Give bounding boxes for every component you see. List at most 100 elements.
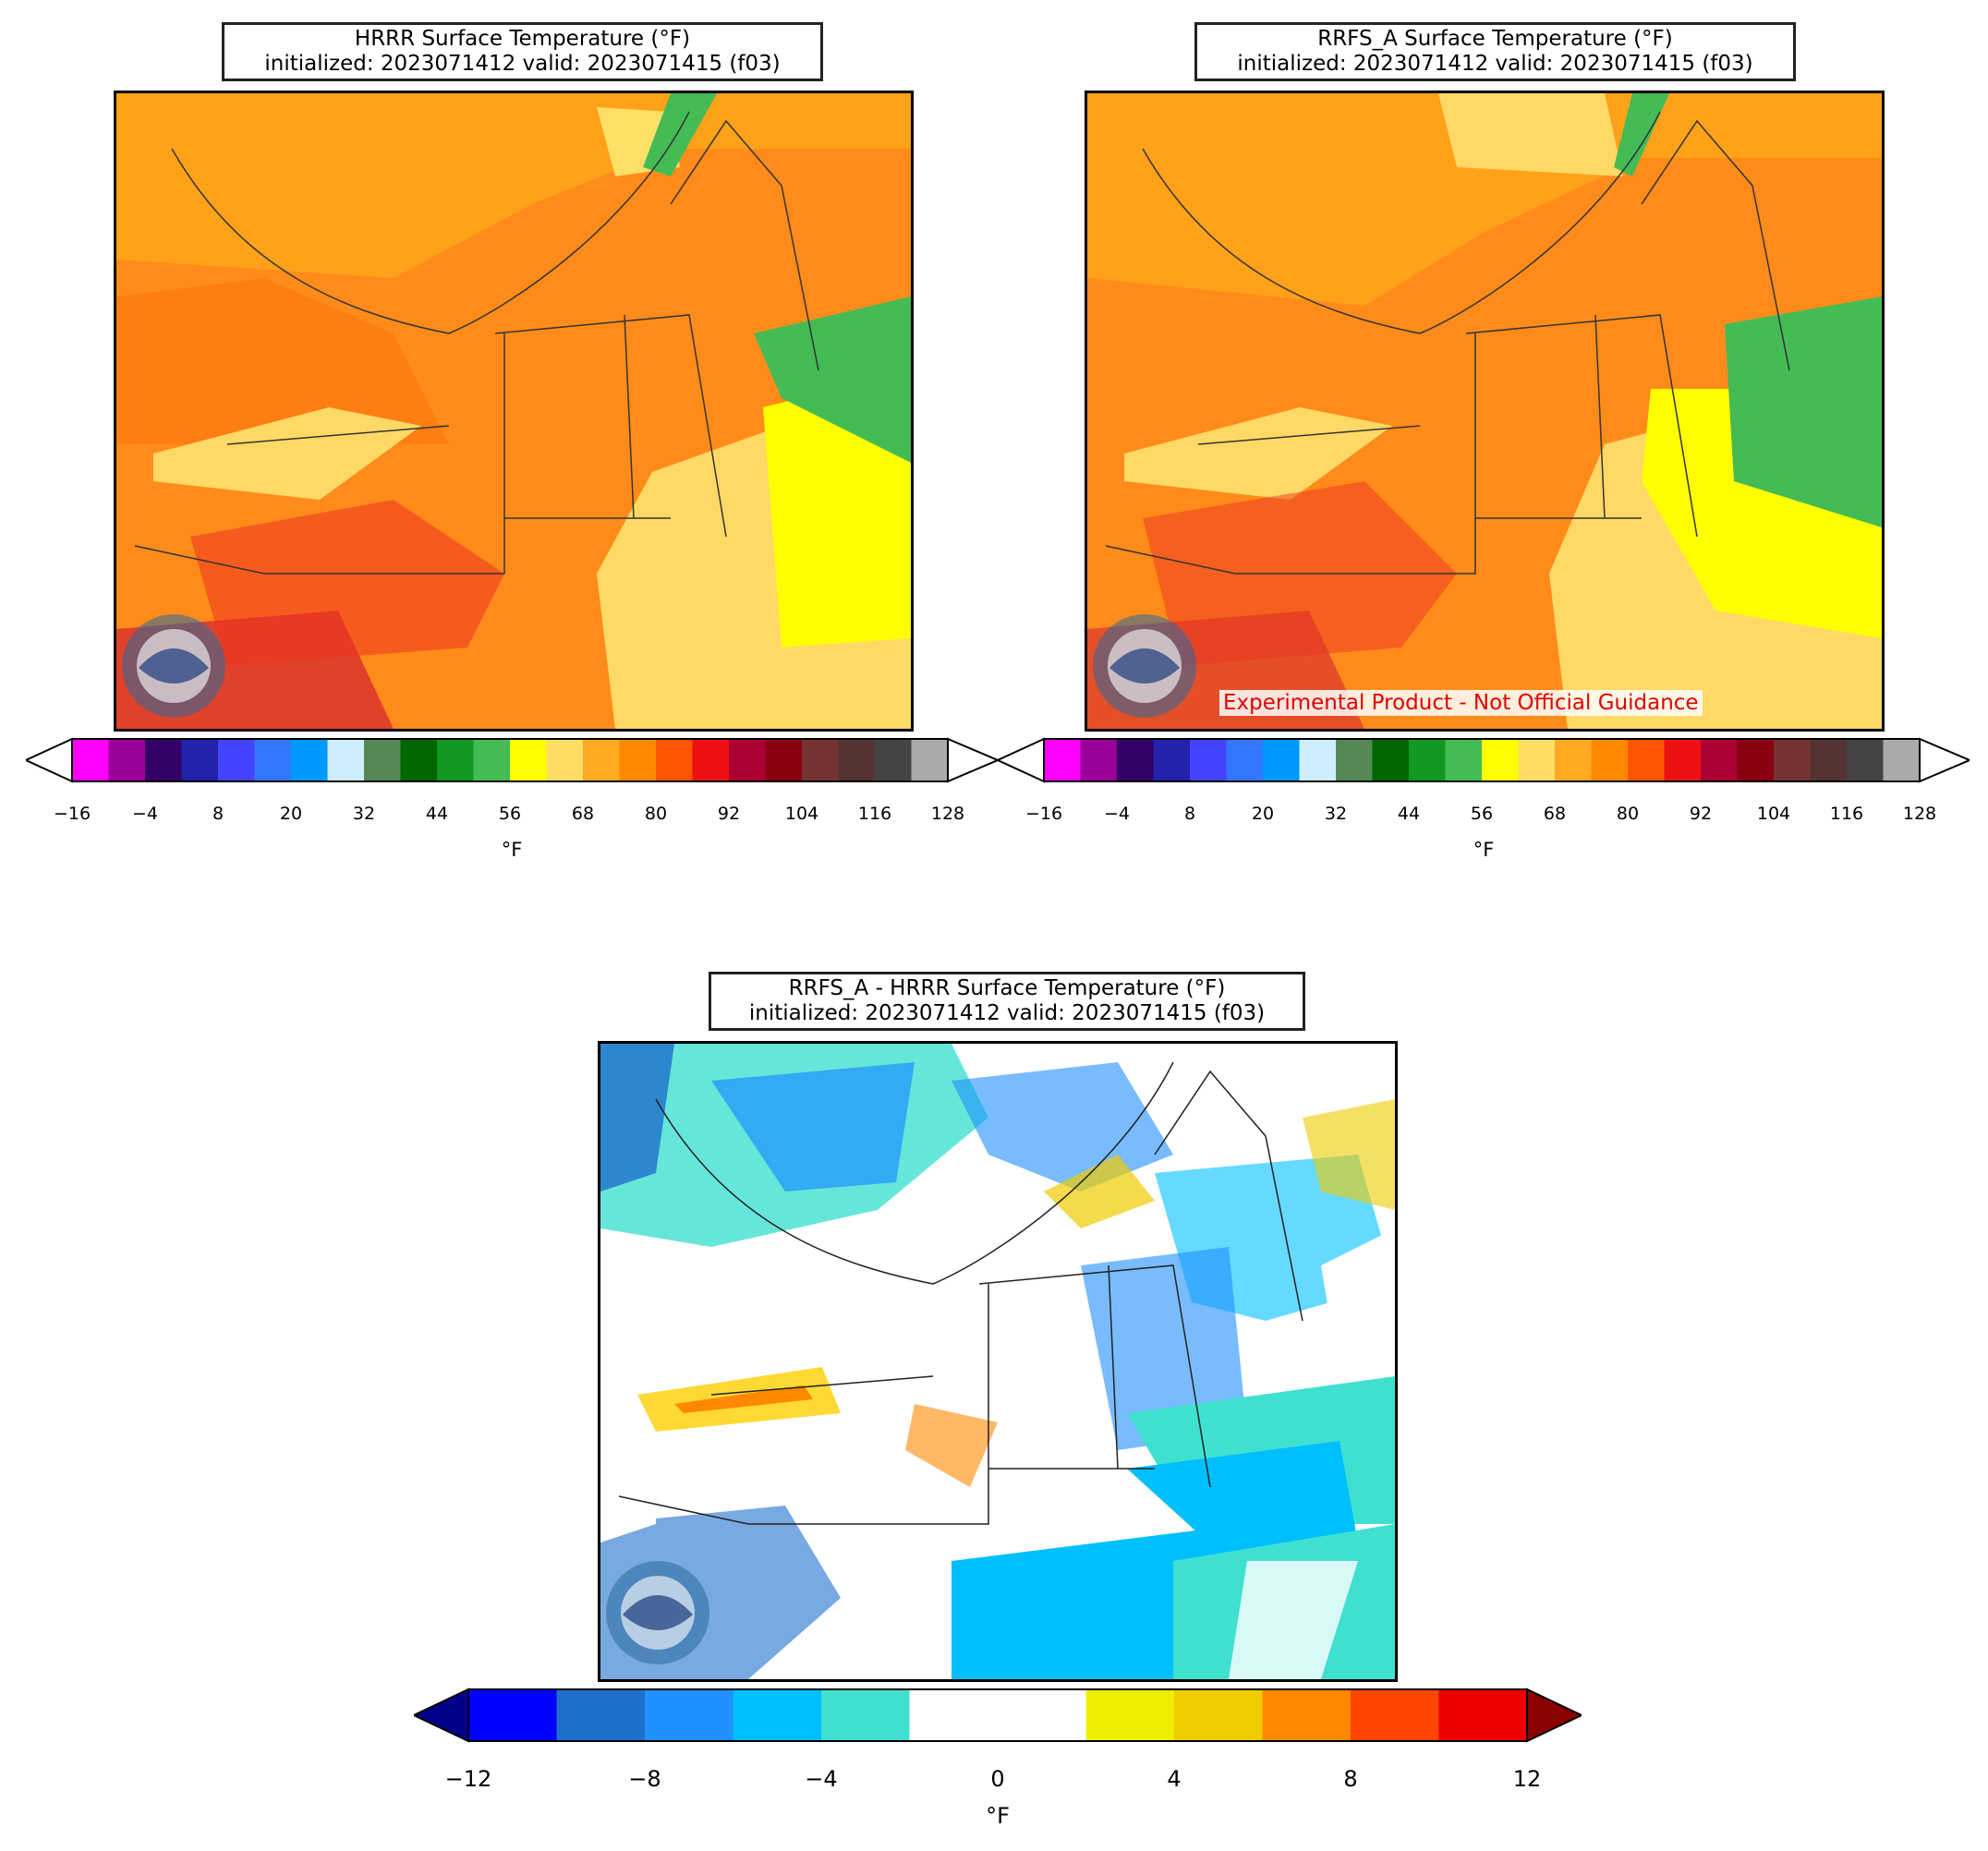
rrfs-title-line1: RRFS_A Surface Temperature (°F) xyxy=(1317,27,1673,51)
colorbar-swatch xyxy=(1438,1689,1528,1741)
colorbar-swatch xyxy=(1409,739,1446,781)
colorbar-tick-label: 80 xyxy=(644,804,668,824)
colorbar-swatch xyxy=(619,739,657,781)
colorbar-swatch xyxy=(1085,1689,1175,1741)
colorbar-swatch xyxy=(1174,1689,1263,1741)
colorbar-extend-low xyxy=(23,737,73,783)
colorbar-tick-label: 56 xyxy=(1470,804,1494,824)
colorbar-swatch xyxy=(1482,739,1519,781)
colorbar-swatch xyxy=(254,739,292,781)
colorbar-tick-label: 32 xyxy=(352,804,376,824)
colorbar-swatch xyxy=(1336,739,1373,781)
colorbar-swatch xyxy=(1810,739,1848,781)
colorbar-tick-label: 20 xyxy=(1251,804,1275,824)
colorbar-tick-label: 8 xyxy=(1183,804,1196,824)
colorbar-swatch xyxy=(400,739,438,781)
colorbar-swatch xyxy=(1190,739,1227,781)
diff-title: RRFS_A - HRRR Surface Temperature (°F) i… xyxy=(709,972,1305,1031)
colorbar-swatch xyxy=(1080,739,1118,781)
diff-title-line2: initialized: 2023071412 valid: 202307141… xyxy=(748,1001,1266,1025)
colorbar-extend-low xyxy=(995,737,1045,783)
diff-title-line1: RRFS_A - HRRR Surface Temperature (°F) xyxy=(788,976,1226,1000)
colorbar-extend-low xyxy=(411,1688,469,1743)
colorbar-tick-label: 68 xyxy=(1543,804,1567,824)
colorbar-border xyxy=(71,738,949,782)
colorbar-tick-label: 128 xyxy=(930,804,965,824)
rrfs-map[interactable]: Experimental Product - Not Official Guid… xyxy=(1085,91,1885,732)
colorbar-tick-label: 12 xyxy=(1512,1766,1542,1792)
diff-colorbar-unit: °F xyxy=(986,1803,1010,1829)
colorbar-extend-high xyxy=(1526,1688,1584,1743)
colorbar-swatch xyxy=(656,739,693,781)
colorbar-swatch xyxy=(291,739,328,781)
colorbar-tick-label: 68 xyxy=(571,804,595,824)
colorbar-swatch xyxy=(437,739,474,781)
colorbar-swatch xyxy=(821,1689,910,1741)
colorbar-swatch xyxy=(802,739,839,781)
colorbar-tick-label: 104 xyxy=(784,804,819,824)
rrfs-colorbar xyxy=(995,737,1972,783)
experimental-watermark: Experimental Product - Not Official Guid… xyxy=(1219,690,1703,716)
colorbar-tick-label: 116 xyxy=(1829,804,1864,824)
colorbar-swatch xyxy=(875,739,912,781)
colorbar-swatch xyxy=(181,739,219,781)
colorbar-swatch xyxy=(1555,739,1592,781)
colorbar-swatch xyxy=(218,739,255,781)
colorbar-tick-label: −16 xyxy=(53,804,91,824)
colorbar-swatch xyxy=(1445,739,1483,781)
colorbar-tick-label: 8 xyxy=(1343,1766,1358,1792)
colorbar-swatch xyxy=(583,739,620,781)
colorbar-swatch xyxy=(1117,739,1154,781)
colorbar-tick-label: 92 xyxy=(717,804,741,824)
colorbar-swatch xyxy=(998,1689,1086,1741)
colorbar-swatch xyxy=(1774,739,1811,781)
colorbar-swatch xyxy=(1664,739,1702,781)
colorbar-tick-label: −4 xyxy=(1103,804,1131,824)
colorbar-tick-label: 8 xyxy=(212,804,224,824)
colorbar-swatch xyxy=(1883,739,1921,781)
noaa-logo-icon xyxy=(606,1561,709,1664)
hrrr-map[interactable] xyxy=(114,91,914,732)
colorbar-extend-high xyxy=(1919,737,1972,783)
noaa-logo-icon xyxy=(122,614,225,718)
noaa-logo-icon xyxy=(1093,614,1196,718)
diff-map[interactable] xyxy=(598,1041,1398,1682)
colorbar-tick-label: 116 xyxy=(857,804,892,824)
colorbar-tick-label: 20 xyxy=(279,804,303,824)
hrrr-title-line1: HRRR Surface Temperature (°F) xyxy=(354,27,691,51)
colorbar-swatch xyxy=(468,1689,557,1741)
rrfs-title: RRFS_A Surface Temperature (°F) initiali… xyxy=(1194,22,1796,81)
colorbar-tick-label: 104 xyxy=(1756,804,1791,824)
colorbar-tick-label: 80 xyxy=(1616,804,1640,824)
colorbar-tick-label: 44 xyxy=(425,804,449,824)
colorbar-swatch xyxy=(556,1689,646,1741)
colorbar-swatch xyxy=(1518,739,1556,781)
colorbar-tick-label: 32 xyxy=(1324,804,1348,824)
rrfs-colorbar-unit: °F xyxy=(1473,839,1495,861)
diff-map-fill xyxy=(600,1044,1395,1679)
hrrr-colorbar-swatches xyxy=(23,737,1000,783)
colorbar-swatch xyxy=(1044,739,1081,781)
colorbar-swatch xyxy=(1591,739,1629,781)
colorbar-tick-label: 4 xyxy=(1167,1766,1182,1792)
hrrr-title-line2: initialized: 2023071412 valid: 202307141… xyxy=(264,52,781,76)
colorbar-swatch xyxy=(1372,739,1410,781)
colorbar-swatch xyxy=(327,739,365,781)
colorbar-swatch xyxy=(1299,739,1337,781)
colorbar-swatch xyxy=(692,739,730,781)
hrrr-colorbar-unit: °F xyxy=(501,839,523,861)
colorbar-tick-label: 44 xyxy=(1397,804,1421,824)
diff-colorbar xyxy=(411,1687,1584,1744)
colorbar-swatch xyxy=(1847,739,1884,781)
colorbar-swatch xyxy=(510,739,547,781)
colorbar-swatch xyxy=(145,739,182,781)
colorbar-swatch xyxy=(1701,739,1738,781)
colorbar-swatch xyxy=(1351,1689,1439,1741)
colorbar-swatch xyxy=(1262,1689,1352,1741)
colorbar-swatch xyxy=(733,1689,822,1741)
colorbar-swatch xyxy=(729,739,766,781)
diff-colorbar-swatches xyxy=(411,1688,1584,1743)
colorbar-swatch xyxy=(1226,739,1264,781)
rrfs-title-line2: initialized: 2023071412 valid: 202307141… xyxy=(1237,52,1753,76)
colorbar-swatch xyxy=(473,739,511,781)
